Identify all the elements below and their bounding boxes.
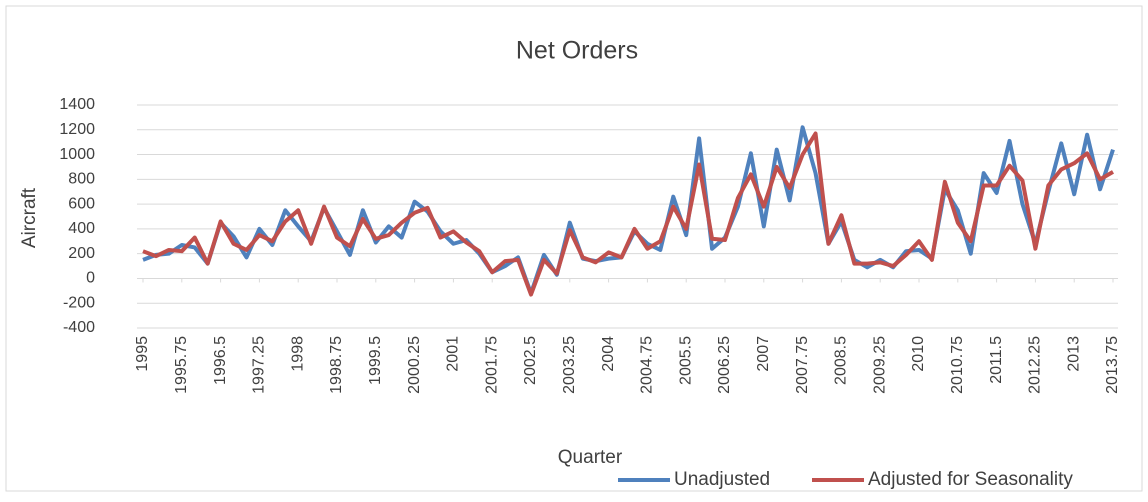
x-tick-label: 2009.25 bbox=[871, 336, 888, 394]
x-tick-label: 2001.75 bbox=[483, 336, 500, 394]
chart-title: Net Orders bbox=[516, 37, 638, 65]
x-tick-label: 2006.25 bbox=[716, 336, 733, 394]
y-tick-label: 200 bbox=[68, 245, 95, 262]
x-tick-label: 2013 bbox=[1065, 336, 1082, 372]
x-tick-label: 1998.75 bbox=[328, 336, 345, 394]
x-tick-label: 2008.5 bbox=[833, 336, 850, 385]
x-tick-label: 2005.5 bbox=[677, 336, 694, 385]
y-tick-label: 600 bbox=[68, 195, 95, 212]
x-tick-label: 2012.25 bbox=[1027, 336, 1044, 394]
y-tick-label: 800 bbox=[68, 171, 95, 188]
y-tick-label: 400 bbox=[68, 220, 95, 237]
x-tick-label: 2010 bbox=[910, 336, 927, 372]
y-tick-label: 1000 bbox=[59, 146, 95, 163]
x-tick-label: 2007 bbox=[755, 336, 772, 372]
x-tick-label: 2002.5 bbox=[522, 336, 539, 385]
x-tick-label: 2003.25 bbox=[561, 336, 578, 394]
y-axis-label: Aircraft bbox=[19, 187, 40, 248]
x-tick-label: 2011.5 bbox=[988, 336, 1005, 384]
x-tick-label: 2001 bbox=[445, 336, 462, 372]
y-tick-label: 0 bbox=[86, 270, 95, 287]
x-tick-label: 2004 bbox=[600, 336, 617, 372]
x-tick-label: 2004.75 bbox=[639, 336, 656, 394]
series-line bbox=[142, 131, 1114, 297]
legend-label: Unadjusted bbox=[674, 469, 770, 490]
x-tick-label: 2013.75 bbox=[1104, 336, 1121, 394]
x-tick-label: 2007.75 bbox=[794, 336, 811, 394]
y-tick-label: 1200 bbox=[59, 121, 95, 138]
x-tick-label: 1999.5 bbox=[367, 336, 384, 385]
y-tick-label: -400 bbox=[63, 319, 95, 336]
x-tick-label: 2000.25 bbox=[406, 336, 423, 394]
legend-label: Adjusted for Seasonality bbox=[868, 469, 1073, 490]
x-tick-label: 1996.5 bbox=[212, 336, 229, 385]
y-tick-label: -200 bbox=[63, 294, 95, 311]
x-tick-label: 1995 bbox=[134, 336, 151, 372]
y-tick-label: 1400 bbox=[59, 96, 95, 113]
x-tick-label: 1998 bbox=[289, 336, 306, 372]
x-tick-label: 1995.75 bbox=[173, 336, 190, 394]
x-axis-label: Quarter bbox=[558, 447, 623, 468]
x-tick-label: 1997.25 bbox=[251, 336, 268, 394]
x-tick-label: 2010.75 bbox=[949, 336, 966, 394]
